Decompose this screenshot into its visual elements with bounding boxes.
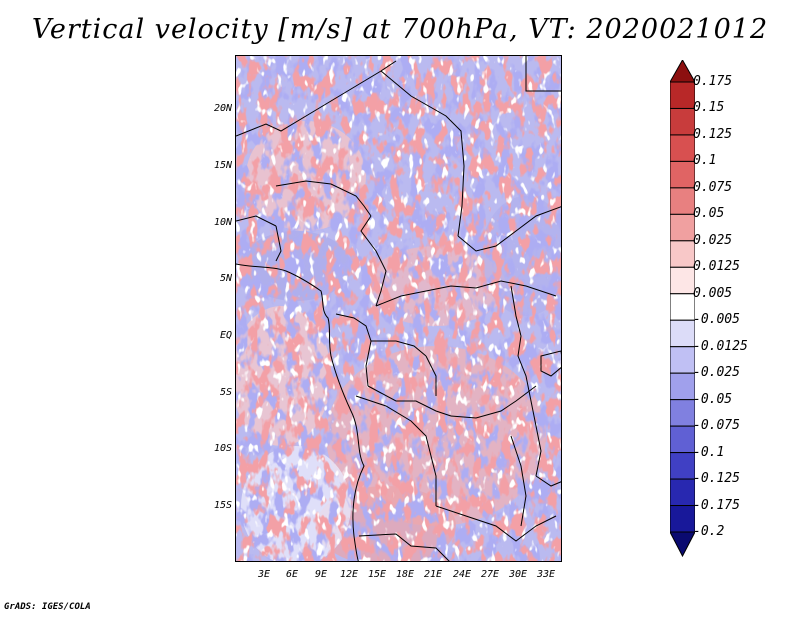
- colorbar-swatch: [670, 372, 695, 401]
- lat-label: 20N: [213, 103, 232, 114]
- colorbar: [670, 60, 695, 558]
- lat-label: 5S: [219, 387, 232, 398]
- vertical-velocity-field: [236, 56, 561, 561]
- colorbar-label: -0.175: [693, 497, 740, 513]
- colorbar-swatch: [670, 160, 695, 189]
- colorbar-swatch: [670, 134, 695, 162]
- colorbar-label: -0.005: [693, 312, 740, 328]
- colorbar-swatch: [670, 107, 695, 136]
- colorbar-swatch: [670, 213, 695, 242]
- colorbar-label: -0.1: [693, 444, 725, 460]
- colorbar-swatch: [670, 293, 695, 321]
- colorbar-swatch: [670, 505, 695, 533]
- colorbar-label: 0.025: [693, 232, 733, 248]
- colorbar-label: -0.05: [693, 391, 733, 407]
- lon-label: 27E: [480, 569, 500, 580]
- lon-label: 30E: [508, 569, 528, 580]
- lon-label: 15E: [367, 569, 387, 580]
- colorbar-swatch: [670, 478, 695, 507]
- colorbar-label: 0.005: [693, 285, 733, 301]
- lon-label: 12E: [339, 569, 359, 580]
- colorbar-label: -0.0125: [693, 338, 748, 354]
- colorbar-label: 0.125: [693, 126, 733, 142]
- lon-label: 18E: [395, 569, 415, 580]
- lon-label: 6E: [285, 569, 299, 580]
- colorbar-swatch: [670, 399, 695, 427]
- colorbar-label: -0.125: [693, 471, 740, 487]
- colorbar-swatch: [670, 266, 695, 295]
- lat-label: 15N: [213, 160, 232, 171]
- colorbar-label: 0.1: [693, 153, 717, 169]
- colorbar-label: -0.075: [693, 418, 740, 434]
- colorbar-swatch: [670, 319, 695, 348]
- grads-footer: GrADS: IGES/COLA: [4, 602, 91, 612]
- colorbar-label: 0.075: [693, 179, 733, 195]
- lat-label: 10N: [213, 217, 232, 228]
- colorbar-top-arrow: [670, 60, 695, 83]
- field-noise-white: [236, 56, 561, 561]
- country-borders: [236, 56, 561, 561]
- lon-label: 33E: [536, 569, 556, 580]
- colorbar-label: 0.05: [693, 206, 725, 222]
- colorbar-label: 0.0125: [693, 259, 740, 275]
- lat-label: 10S: [213, 443, 232, 454]
- colorbar-swatch: [670, 425, 695, 454]
- lon-label: 21E: [423, 569, 443, 580]
- colorbar-label: -0.025: [693, 365, 740, 381]
- colorbar-label: -0.2: [693, 524, 725, 539]
- colorbar-bottom-arrow: [670, 531, 695, 558]
- colorbar-swatch: [670, 346, 695, 374]
- map-panel: [235, 55, 562, 562]
- lat-label: 15S: [213, 500, 232, 511]
- chart-title: Vertical velocity [m/s] at 700hPa, VT: 2…: [31, 14, 769, 45]
- colorbar-swatch: [670, 187, 695, 215]
- colorbar-swatch: [670, 81, 695, 109]
- lon-label: 9E: [314, 569, 328, 580]
- lat-label: EQ: [219, 330, 232, 341]
- colorbar-label: 0.15: [693, 100, 725, 116]
- lat-label: 5N: [219, 273, 232, 284]
- colorbar-swatch: [670, 240, 695, 268]
- colorbar-swatch: [670, 452, 695, 480]
- lon-label: 24E: [452, 569, 472, 580]
- lon-label: 3E: [257, 569, 271, 580]
- colorbar-label: 0.175: [693, 74, 733, 89]
